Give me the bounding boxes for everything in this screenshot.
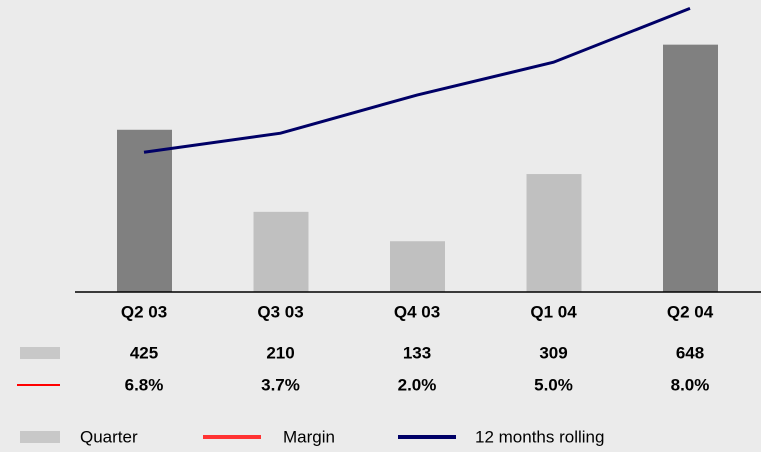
rolling-line	[143, 7, 691, 154]
bar	[117, 129, 172, 292]
bar	[390, 241, 445, 292]
legend-label: Quarter	[80, 427, 138, 446]
margin-value: 2.0%	[398, 375, 437, 394]
category-label: Q4 03	[394, 302, 440, 321]
category-label: Q2 04	[667, 302, 714, 321]
quarter-value: 425	[130, 343, 158, 362]
row-swatch	[20, 347, 60, 359]
category-label: Q2 03	[121, 302, 167, 321]
bar	[663, 44, 718, 292]
bar	[526, 174, 582, 292]
bar	[253, 211, 309, 292]
quarter-value: 648	[676, 343, 704, 362]
category-label: Q3 03	[257, 302, 303, 321]
quarter-value: 133	[403, 343, 431, 362]
legend-label: Margin	[283, 427, 335, 446]
margin-value: 8.0%	[671, 375, 710, 394]
quarter-value: 210	[266, 343, 294, 362]
category-label: Q1 04	[530, 302, 577, 321]
quarter-value: 309	[539, 343, 567, 362]
legend-swatch	[20, 431, 60, 443]
margin-value: 6.8%	[125, 375, 164, 394]
margin-value: 3.7%	[261, 375, 300, 394]
margin-value: 5.0%	[534, 375, 573, 394]
legend-label: 12 months rolling	[475, 427, 604, 446]
